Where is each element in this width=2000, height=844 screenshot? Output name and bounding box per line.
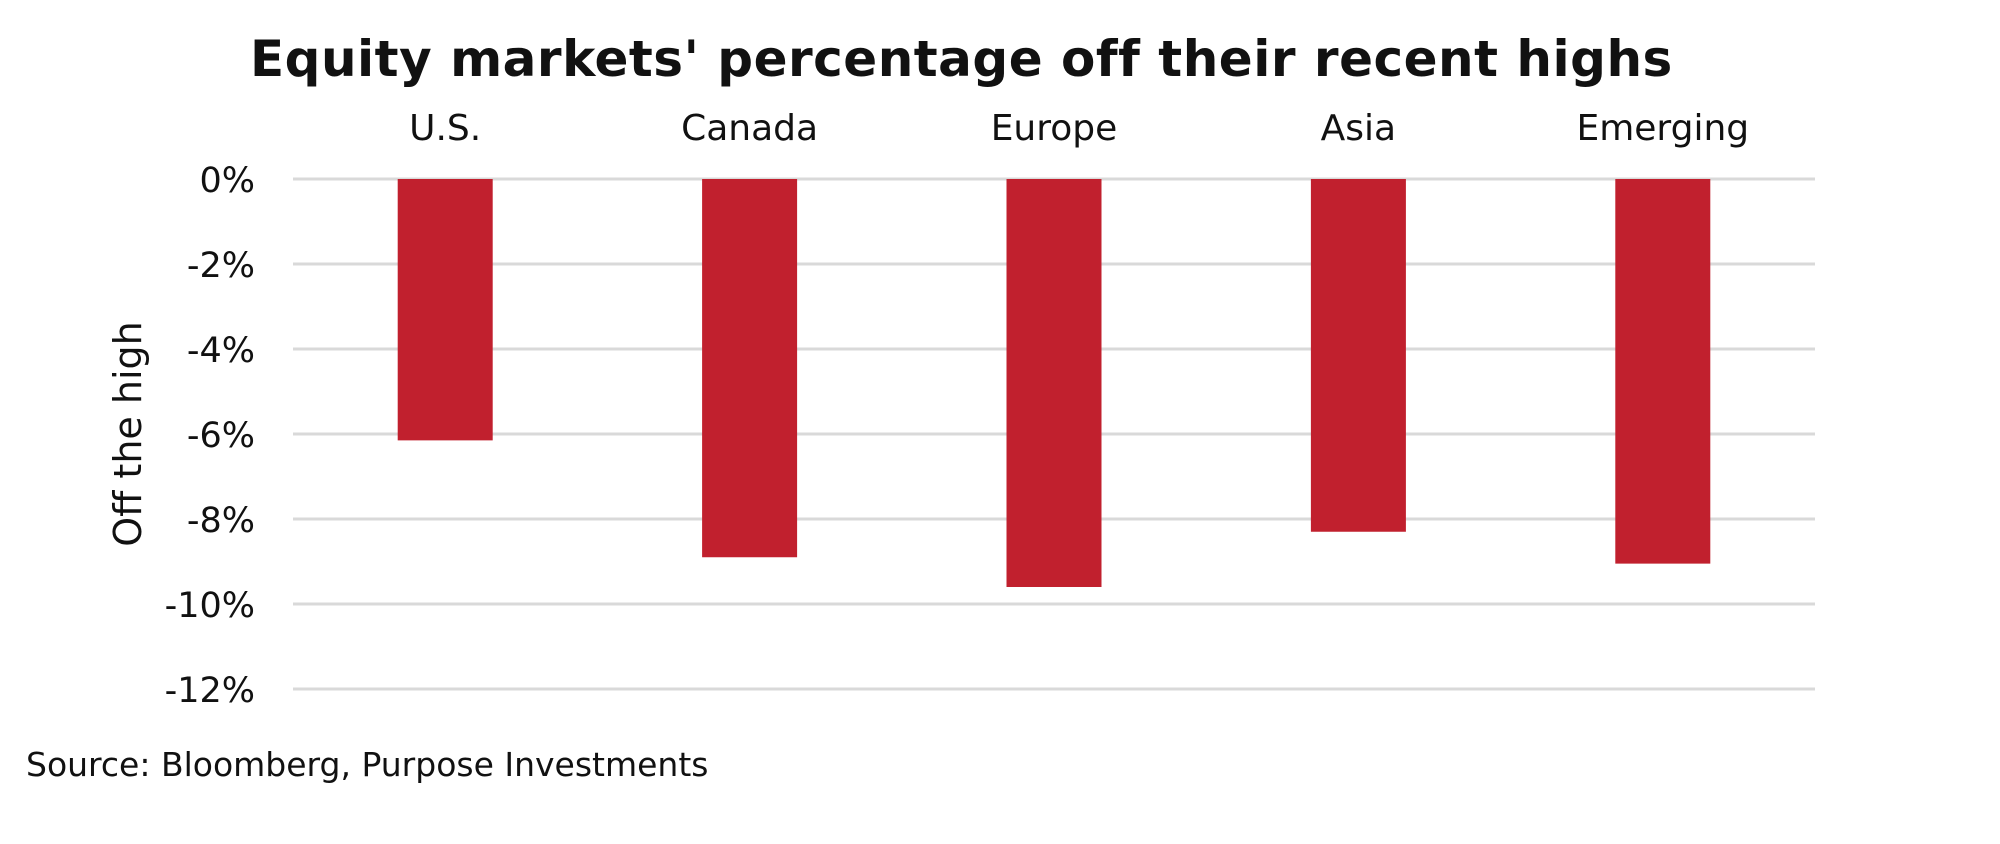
category-label: Europe [991, 108, 1118, 149]
y-tick-label: -12% [165, 671, 255, 711]
y-tick-label: -2% [187, 246, 255, 286]
chart-title: Equity markets' percentage off their rec… [250, 30, 1673, 88]
bar-canada [702, 179, 798, 558]
bar-emerging [1615, 179, 1711, 564]
y-tick-label: -4% [187, 331, 255, 371]
y-tick-label: -8% [187, 501, 255, 541]
y-tick-label: -10% [165, 586, 255, 626]
category-label: U.S. [409, 108, 481, 149]
bar-asia [1310, 179, 1406, 532]
bar-us [397, 179, 493, 441]
bar-europe [1006, 179, 1102, 587]
source-note: Source: Bloomberg, Purpose Investments [26, 745, 709, 784]
category-label: Asia [1321, 108, 1396, 149]
category-label: Emerging [1576, 108, 1749, 149]
y-tick-label: -6% [187, 416, 255, 456]
category-label: Canada [681, 108, 818, 149]
y-tick-label: 0% [199, 161, 255, 201]
